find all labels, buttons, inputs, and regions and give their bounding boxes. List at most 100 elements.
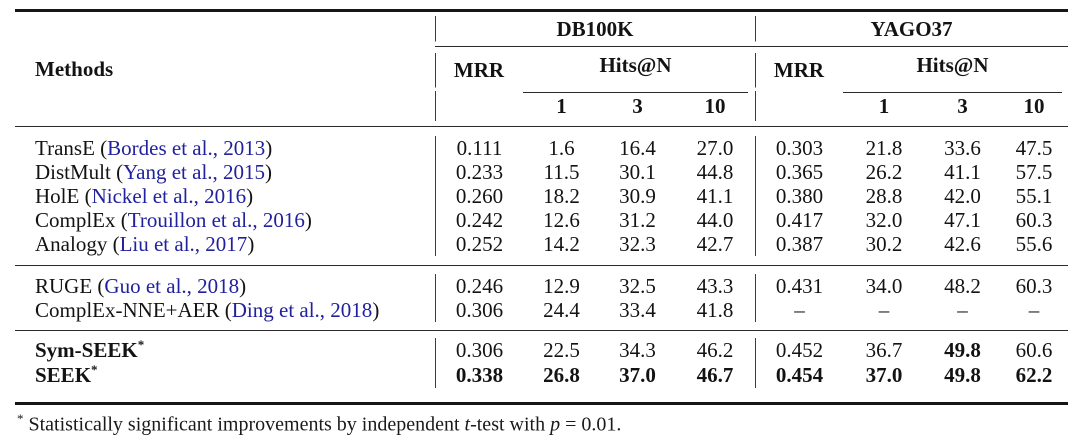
table-row-complex: ComplEx (Trouillon et al., 2016) 0.242 1… [15, 208, 1068, 232]
cell-db-hits10: 46.2 [696, 338, 734, 362]
cell-db-hits10: 41.1 [696, 184, 734, 208]
method-cell: DistMult (Yang et al., 2015) [15, 160, 435, 184]
header-spacer [755, 86, 843, 126]
cell-db-hits10: 46.7 [696, 363, 734, 387]
footnote-p-variable: p [550, 413, 561, 436]
cell-yago-hits1: 36.7 [865, 338, 903, 362]
header-spacer [435, 86, 523, 126]
method-name: ComplEx ( [35, 208, 128, 232]
col-group-db100k: DB100K [435, 12, 755, 46]
cell-db-hits1: 12.6 [543, 208, 580, 232]
citation-link[interactable]: Guo et al., 2018 [104, 274, 240, 298]
col-header-hits10-yago37: 10 [1023, 94, 1045, 118]
cell-yago-hits1: 28.8 [865, 184, 903, 208]
cell-yago-hits10: 60.6 [1015, 338, 1053, 362]
cell-db-hits3: 33.4 [619, 298, 656, 322]
method-name: Sym-SEEK [35, 338, 138, 362]
table-row-transe: TransE (Bordes et al., 2013) 0.111 1.6 1… [15, 136, 1068, 160]
footnote-text: Statistically significant improvements b… [28, 413, 465, 436]
col-header-hits10-db100k: 10 [704, 94, 726, 118]
cell-db-hits3: 37.0 [619, 363, 656, 387]
cell-db-mrr: 0.306 [435, 338, 523, 363]
citation-link[interactable]: Liu et al., 2017 [119, 232, 248, 256]
cell-yago-hits1: 21.8 [865, 136, 903, 160]
cell-yago-hits3: 49.8 [944, 363, 981, 387]
cell-db-hits1: 1.6 [548, 136, 575, 160]
cell-db-hits3: 30.9 [619, 184, 656, 208]
method-name: HolE ( [35, 184, 92, 208]
citation-link[interactable]: Nickel et al., 2016 [91, 184, 247, 208]
table-header: DB100K YAGO37 MRR Hits@N MRR Hits@N 1 3 … [15, 9, 1068, 126]
cell-db-hits1: 14.2 [543, 232, 580, 256]
cell-yago-hits1: 34.0 [865, 274, 903, 298]
cell-yago-hits1: 37.0 [865, 363, 903, 387]
method-name: SEEK [35, 363, 92, 387]
method-name-close: ) [372, 298, 380, 322]
results-table: DB100K YAGO37 MRR Hits@N MRR Hits@N 1 3 … [15, 9, 1068, 437]
table-row-distmult: DistMult (Yang et al., 2015) 0.233 11.5 … [15, 160, 1068, 184]
cell-yago-mrr: 0.431 [755, 274, 843, 298]
citation-link[interactable]: Ding et al., 2018 [231, 298, 373, 322]
cell-yago-mrr: 0.365 [755, 160, 843, 184]
footnote-text: -test with [470, 413, 551, 436]
cell-db-hits1: 11.5 [543, 160, 580, 184]
col-header-methods: Methods [35, 57, 114, 81]
citation-link[interactable]: Bordes et al., 2013 [107, 136, 266, 160]
cell-yago-hits3: 41.1 [944, 160, 981, 184]
cell-yago-hits3: 49.8 [944, 338, 981, 362]
col-group-yago37: YAGO37 [755, 12, 1068, 46]
table-row-ruge: RUGE (Guo et al., 2018) 0.246 12.9 32.5 … [15, 274, 1068, 298]
cell-db-hits10: 27.0 [696, 136, 734, 160]
cell-db-hits3: 34.3 [619, 338, 656, 362]
method-cell: RUGE (Guo et al., 2018) [15, 274, 435, 298]
col-header-mrr-db100k: MRR [435, 47, 523, 93]
footnote-asterisk: * [17, 411, 24, 426]
table-row-sym-seek: Sym-SEEK* 0.306 22.5 34.3 46.2 0.452 36.… [15, 338, 1068, 363]
rule-methods-block: RUGE (Guo et al., 2018) 0.246 12.9 32.5 … [15, 265, 1068, 330]
cell-yago-hits3: 48.2 [944, 274, 981, 298]
cell-yago-hits3: 33.6 [944, 136, 981, 160]
cell-db-hits1: 12.9 [543, 274, 580, 298]
cell-db-hits3: 32.3 [619, 232, 656, 256]
col-header-hits3-db100k: 3 [632, 94, 643, 118]
table-row-hole: HolE (Nickel et al., 2016) 0.260 18.2 30… [15, 184, 1068, 208]
citation-link[interactable]: Trouillon et al., 2016 [127, 208, 305, 232]
cell-db-hits1: 22.5 [543, 338, 580, 362]
cell-db-hits1: 24.4 [543, 298, 580, 322]
cell-db-hits1: 26.8 [543, 363, 580, 387]
cell-db-hits10: 44.0 [696, 208, 734, 232]
col-header-hits1-db100k: 1 [556, 94, 567, 118]
cell-db-mrr: 0.306 [435, 298, 523, 322]
baseline-methods-block: TransE (Bordes et al., 2013) 0.111 1.6 1… [15, 126, 1068, 265]
method-name-close: ) [247, 232, 255, 256]
cell-db-hits10: 42.7 [696, 232, 734, 256]
cell-yago-hits1: 32.0 [865, 208, 903, 232]
cell-yago-hits3: – [957, 298, 968, 322]
cell-yago-hits10: 57.5 [1015, 160, 1053, 184]
col-header-hits-yago37: Hits@N [843, 47, 1062, 93]
table-footnote: * Statistically significant improvements … [17, 411, 1068, 437]
method-name-close: ) [265, 136, 273, 160]
cell-yago-mrr: 0.452 [755, 338, 843, 363]
method-cell: SEEK* [15, 363, 435, 388]
method-name: TransE ( [35, 136, 108, 160]
cell-db-mrr: 0.233 [435, 160, 523, 184]
table-row-analogy: Analogy (Liu et al., 2017) 0.252 14.2 32… [15, 232, 1068, 256]
cell-yago-mrr: 0.380 [755, 184, 843, 208]
cell-yago-hits10: 55.6 [1015, 232, 1053, 256]
cell-yago-hits1: 26.2 [865, 160, 903, 184]
method-cell: Analogy (Liu et al., 2017) [15, 232, 435, 256]
method-cell: ComplEx-NNE+AER (Ding et al., 2018) [15, 298, 435, 322]
significance-asterisk: * [137, 338, 145, 352]
cell-db-hits10: 41.8 [696, 298, 734, 322]
citation-link[interactable]: Yang et al., 2015 [123, 160, 266, 184]
cell-yago-hits3: 47.1 [944, 208, 981, 232]
cell-yago-hits10: – [1028, 298, 1040, 322]
table-row-seek: SEEK* 0.338 26.8 37.0 46.7 0.454 37.0 49… [15, 363, 1068, 388]
col-header-mrr-yago37: MRR [755, 47, 843, 93]
col-header-hits-db100k: Hits@N [523, 47, 748, 93]
cell-db-hits3: 31.2 [619, 208, 656, 232]
cell-yago-hits10: 60.3 [1015, 208, 1053, 232]
header-midrule [435, 46, 1068, 47]
method-name: RUGE ( [35, 274, 105, 298]
